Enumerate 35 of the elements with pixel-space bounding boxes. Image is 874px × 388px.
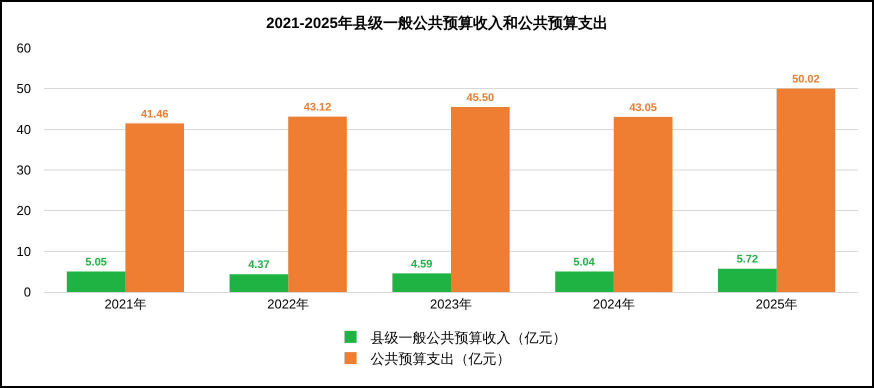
x-tick-label: 2023年 xyxy=(430,296,472,312)
data-label: 5.04 xyxy=(573,256,596,268)
y-tick-label: 50 xyxy=(16,81,31,96)
y-tick-label: 40 xyxy=(16,122,31,137)
bar xyxy=(614,116,672,292)
bar xyxy=(230,274,288,292)
legend-label: 公共预算支出（亿元） xyxy=(370,350,510,367)
data-label: 43.05 xyxy=(629,102,657,114)
bar xyxy=(288,116,347,292)
bar xyxy=(555,272,614,292)
legend-label: 县级一般公共预算收入（亿元） xyxy=(370,329,566,346)
bar xyxy=(451,106,510,292)
chart-title: 2021-2025年县级一般公共预算收入和公共预算支出 xyxy=(266,14,608,32)
y-tick-label: 10 xyxy=(16,244,31,259)
bar xyxy=(392,273,451,292)
bar xyxy=(125,123,184,292)
x-tick-label: 2025年 xyxy=(756,296,798,312)
bar xyxy=(66,271,126,292)
x-tick-label: 2022年 xyxy=(267,296,310,312)
y-tick-label: 20 xyxy=(16,203,31,218)
y-tick-label: 0 xyxy=(24,284,31,300)
x-tick-label: 2021年 xyxy=(104,296,146,312)
data-label: 5.05 xyxy=(85,256,107,268)
data-label: 50.02 xyxy=(792,74,820,86)
bar xyxy=(776,88,836,292)
data-label: 43.12 xyxy=(304,102,332,114)
y-tick-label: 30 xyxy=(16,162,31,178)
bar xyxy=(718,268,777,292)
data-label: 5.72 xyxy=(736,254,758,266)
x-tick-label: 2024年 xyxy=(592,296,635,312)
data-label: 45.50 xyxy=(466,92,494,104)
data-label: 4.37 xyxy=(248,259,270,272)
data-label: 41.46 xyxy=(140,108,168,120)
y-tick-label: 60 xyxy=(16,40,31,56)
data-label: 4.59 xyxy=(410,258,432,270)
